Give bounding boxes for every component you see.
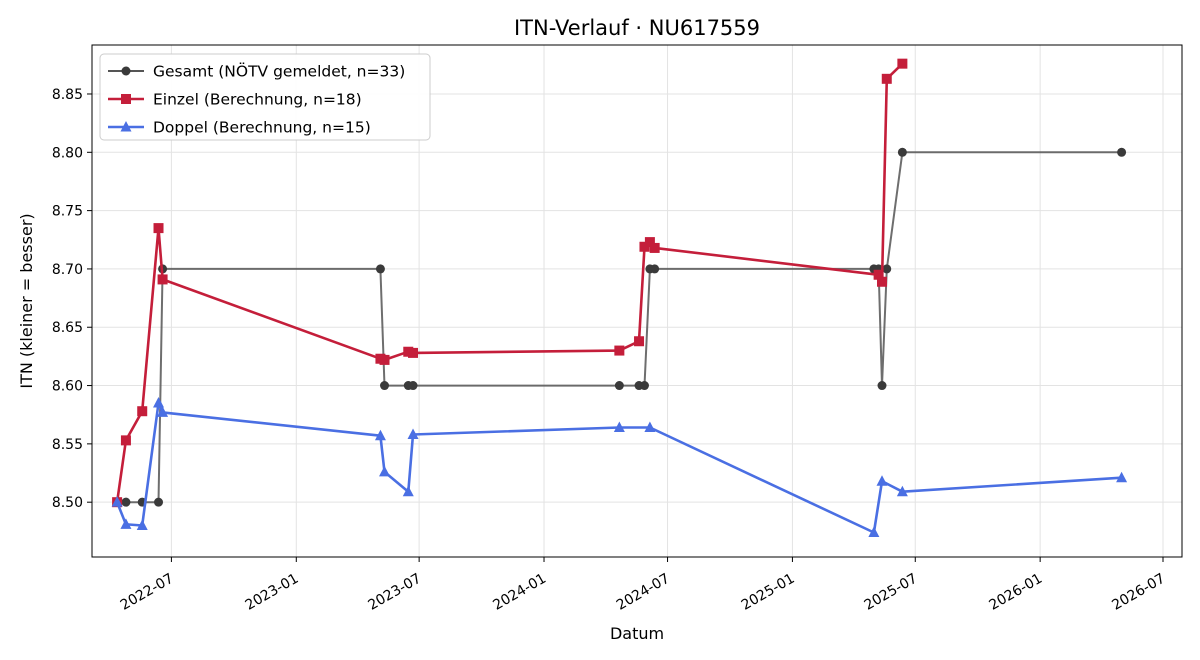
chart-title: ITN-Verlauf · NU617559	[514, 16, 760, 40]
data-point	[876, 475, 888, 486]
data-point	[877, 276, 888, 287]
data-point	[153, 223, 164, 234]
data-point	[157, 406, 169, 417]
legend-label: Einzel (Berechnung, n=18)	[153, 91, 362, 109]
data-point	[136, 519, 148, 531]
y-tick-label: 8.70	[52, 262, 83, 278]
data-point	[614, 381, 624, 391]
data-point	[644, 237, 655, 248]
data-point	[614, 345, 625, 356]
y-tick-label: 8.60	[52, 379, 83, 395]
legend-label: Gesamt (NÖTV gemeldet, n=33)	[153, 62, 405, 81]
data-point	[644, 421, 656, 433]
series-2	[112, 58, 908, 508]
data-point	[1116, 471, 1128, 483]
legend-label: Doppel (Berechnung, n=15)	[153, 119, 371, 137]
data-point	[120, 435, 131, 446]
x-axis-title: Datum	[610, 624, 664, 643]
data-point	[634, 336, 645, 347]
data-point	[408, 347, 419, 358]
data-point	[639, 381, 649, 391]
data-point	[873, 269, 884, 280]
data-point	[121, 497, 131, 507]
data-point	[896, 485, 908, 497]
data-point	[881, 73, 892, 84]
data-point	[877, 381, 887, 391]
y-tick-label: 8.55	[52, 437, 83, 453]
data-point	[374, 429, 386, 441]
y-tick-label: 8.75	[52, 204, 83, 220]
legend-swatch-marker	[121, 66, 131, 76]
data-point	[407, 428, 419, 440]
data-point	[154, 497, 164, 507]
y-tick-label: 8.65	[52, 320, 83, 336]
data-point	[639, 241, 650, 252]
data-point	[157, 274, 168, 285]
data-point	[650, 264, 660, 274]
series-1	[112, 147, 1127, 507]
data-point	[380, 381, 390, 391]
y-tick-label: 8.80	[52, 145, 83, 161]
plot-area-frame	[91, 44, 1183, 558]
legend-swatch-marker	[120, 121, 132, 132]
legend-item: Gesamt (NÖTV gemeldet, n=33)	[108, 62, 405, 81]
data-point	[868, 526, 880, 538]
data-point	[120, 518, 132, 529]
legend-swatch-marker	[121, 94, 131, 104]
legend-item: Doppel (Berechnung, n=15)	[108, 119, 371, 137]
data-point	[379, 465, 391, 477]
data-point	[111, 496, 123, 507]
data-point	[613, 421, 625, 433]
y-tick-label: 8.85	[52, 87, 83, 103]
series-line	[117, 151, 1122, 504]
data-point	[379, 354, 390, 365]
legend: Gesamt (NÖTV gemeldet, n=33) Einzel (Bere…	[99, 53, 431, 141]
data-point	[1117, 147, 1127, 157]
data-point	[402, 485, 414, 497]
data-point	[408, 381, 418, 391]
y-tick-label: 8.50	[52, 495, 83, 511]
series-3	[111, 397, 1128, 538]
y-axis-title: ITN (kleiner = besser)	[17, 213, 36, 388]
data-point	[137, 406, 148, 417]
data-point	[882, 264, 892, 274]
data-point	[897, 147, 907, 157]
data-point	[375, 264, 385, 274]
data-point	[897, 58, 908, 69]
data-point	[153, 397, 165, 408]
data-point	[649, 242, 660, 253]
legend-item: Einzel (Berechnung, n=18)	[108, 91, 362, 109]
legend-box	[99, 53, 431, 141]
